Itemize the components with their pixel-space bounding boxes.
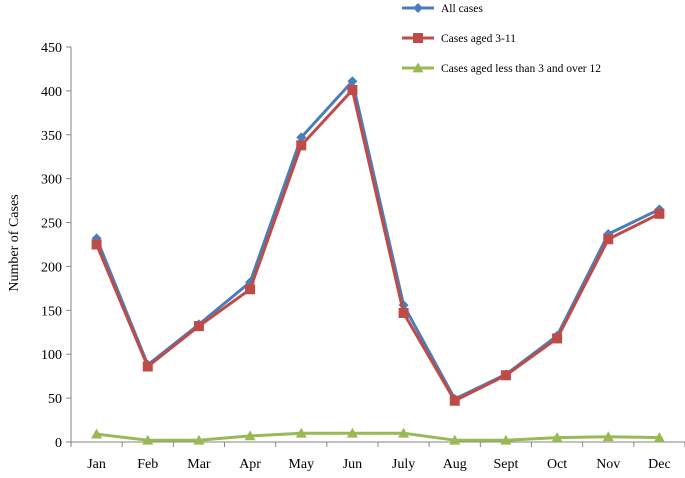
legend-marker bbox=[413, 33, 423, 43]
data-point bbox=[398, 307, 409, 318]
x-tick-label: Aug bbox=[443, 457, 467, 472]
y-tick-label: 400 bbox=[41, 85, 62, 100]
data-point bbox=[347, 85, 358, 96]
x-tick-label: Feb bbox=[137, 457, 158, 472]
y-tick-label: 0 bbox=[55, 436, 62, 451]
data-point bbox=[347, 76, 358, 87]
series-line bbox=[95, 88, 661, 403]
axes bbox=[66, 46, 685, 447]
y-tick-label: 150 bbox=[41, 304, 62, 319]
series-2 bbox=[91, 85, 665, 406]
legend-entry: Cases aged 3-11 bbox=[402, 33, 516, 45]
data-point bbox=[295, 427, 307, 438]
data-point bbox=[142, 434, 154, 445]
data-point bbox=[398, 427, 410, 438]
x-tick-label: Dec bbox=[648, 457, 671, 472]
legend: All cases Cases aged 3-11 Cases aged less … bbox=[402, 3, 601, 75]
legend-entry: Cases aged less than 3 and over 12 bbox=[402, 62, 601, 75]
y-tick-label: 450 bbox=[41, 41, 62, 56]
data-point bbox=[245, 284, 256, 295]
data-point bbox=[602, 431, 614, 442]
data-point bbox=[551, 432, 563, 443]
data-point bbox=[193, 321, 204, 332]
x-tick-label: Oct bbox=[547, 457, 567, 472]
y-axis-title: Number of Cases bbox=[7, 194, 22, 291]
tick-labels: 0 50 100 150 200 250 300 350 400 450 Jan Feb Mar Apr M… bbox=[41, 41, 671, 472]
data-point bbox=[500, 370, 511, 381]
x-tick-label: Apr bbox=[239, 457, 261, 472]
data-point bbox=[552, 333, 563, 344]
data-point bbox=[449, 395, 460, 406]
legend-marker bbox=[412, 62, 424, 73]
series-lines bbox=[91, 76, 665, 445]
series-line bbox=[95, 79, 661, 401]
y-tick-label: 50 bbox=[48, 392, 62, 407]
data-point bbox=[296, 140, 307, 151]
series-1 bbox=[91, 76, 665, 404]
data-point bbox=[244, 430, 256, 441]
y-tick-label: 100 bbox=[41, 348, 62, 363]
data-point bbox=[449, 434, 461, 445]
data-point bbox=[296, 132, 307, 143]
y-tick-label: 200 bbox=[41, 260, 62, 275]
data-point bbox=[500, 434, 512, 445]
x-tick-label: Nov bbox=[596, 457, 620, 472]
series-3 bbox=[91, 427, 665, 445]
data-point bbox=[346, 427, 358, 438]
y-tick-label: 250 bbox=[41, 217, 62, 232]
series-line bbox=[96, 431, 660, 442]
data-point bbox=[91, 239, 102, 250]
data-point bbox=[603, 234, 614, 245]
data-point bbox=[653, 432, 665, 443]
x-tick-label: Jan bbox=[87, 457, 106, 472]
legend-label: Cases aged less than 3 and over 12 bbox=[441, 63, 601, 75]
x-tick-label: Mar bbox=[187, 457, 211, 472]
x-tick-label: May bbox=[288, 457, 314, 472]
data-point bbox=[193, 434, 205, 445]
legend-marker bbox=[413, 3, 423, 13]
y-tick-label: 350 bbox=[41, 129, 62, 144]
y-tick-label: 300 bbox=[41, 173, 62, 188]
data-point bbox=[142, 361, 153, 372]
legend-label: All cases bbox=[441, 3, 483, 15]
x-tick-label: July bbox=[392, 457, 415, 472]
data-point bbox=[654, 208, 665, 219]
data-point bbox=[91, 428, 103, 439]
legend-label: Cases aged 3-11 bbox=[441, 33, 516, 45]
x-tick-label: Jun bbox=[343, 457, 362, 472]
x-tick-label: Sept bbox=[493, 457, 518, 472]
legend-entry: All cases bbox=[402, 3, 483, 15]
